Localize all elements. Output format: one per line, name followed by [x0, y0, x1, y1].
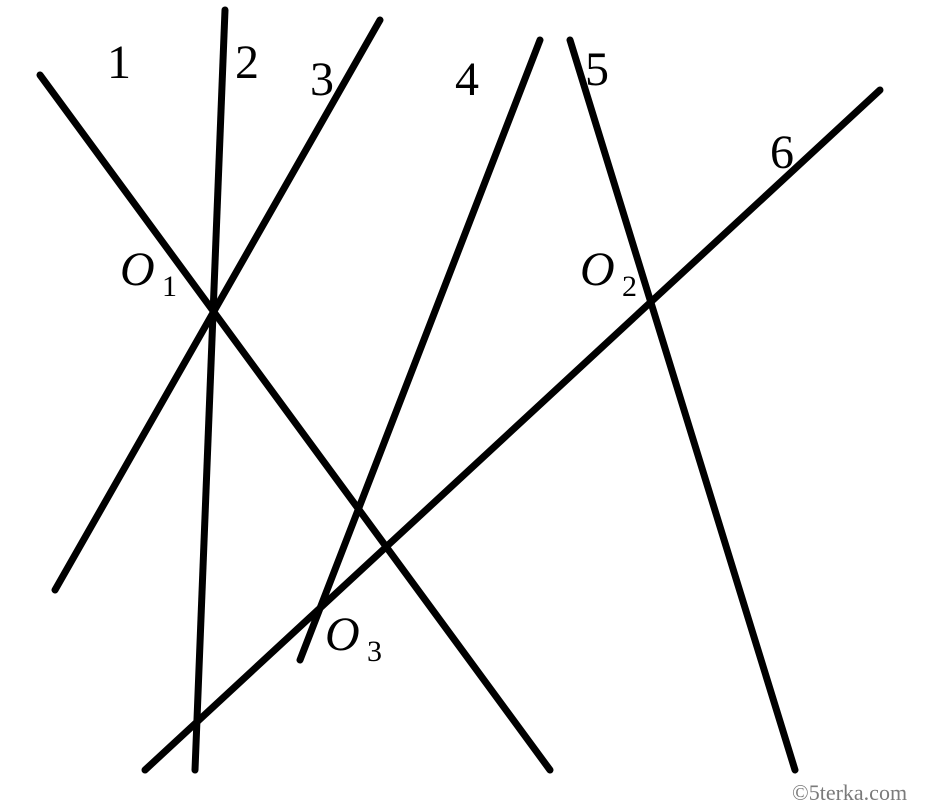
line-2 — [195, 10, 225, 770]
point-O1-letter: O — [120, 243, 155, 296]
point-O2-letter: O — [580, 243, 615, 296]
line-label-4: 4 — [455, 53, 479, 106]
line-3 — [40, 75, 550, 770]
line-label-6: 6 — [770, 126, 794, 179]
point-O2-subscript: 2 — [622, 270, 637, 303]
watermark-text: ©5terka.com — [792, 780, 907, 805]
line-6 — [145, 90, 880, 770]
point-O3-subscript: 3 — [367, 635, 382, 668]
line-label-1: 1 — [107, 36, 131, 89]
line-label-3: 3 — [310, 53, 334, 106]
line-label-2: 2 — [235, 36, 259, 89]
line-4 — [300, 40, 540, 660]
point-O1-subscript: 1 — [162, 270, 177, 303]
line-label-5: 5 — [585, 43, 609, 96]
line-5 — [570, 40, 795, 770]
point-O3-letter: O — [325, 608, 360, 661]
diagram-canvas: 1 2 3 4 5 6 O 1 O 2 O 3 ©5terka.com — [0, 0, 942, 810]
